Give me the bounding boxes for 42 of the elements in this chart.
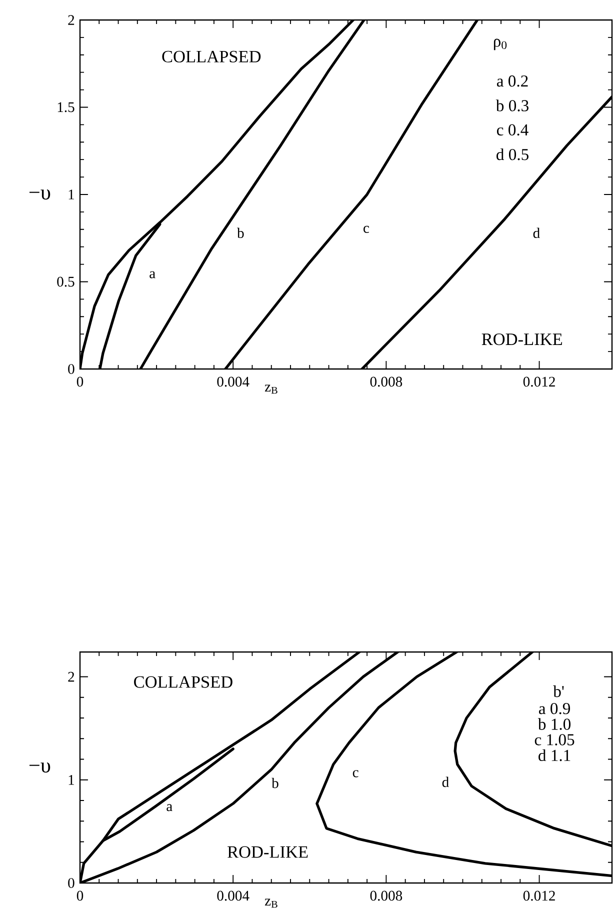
annotation: b 1.0 — [538, 718, 571, 730]
annotation: c 0.4 — [497, 124, 528, 136]
annotation: d 0.5 — [496, 148, 528, 160]
x-tick-label: 0 — [76, 376, 84, 387]
y-tick-label: 1.5 — [58, 102, 74, 112]
annotation: ROD-LIKE — [482, 334, 562, 346]
x-tick-label: 0.004 — [217, 376, 250, 387]
x-axis-title: z$_{B}$ — [264, 898, 278, 908]
x-axis-title: z$_{B}$ — [264, 384, 278, 394]
series-label: a — [166, 804, 172, 812]
annotation: COLLAPSED — [134, 676, 232, 688]
annotation: a 0.9 — [538, 702, 570, 714]
y-tick-label: 1 — [68, 190, 74, 200]
x-tick-label: 0.012 — [523, 376, 555, 387]
y-tick-label: 2 — [68, 672, 74, 682]
y-tick-label: 2 — [68, 15, 74, 25]
series-label: b — [237, 228, 244, 238]
annotation: b 0.3 — [496, 100, 528, 112]
y-axis-title: −υ — [30, 762, 50, 773]
y-tick-label: 0 — [68, 364, 74, 374]
annotation: ROD-LIKE — [228, 846, 308, 858]
annotation: b' — [553, 685, 564, 698]
series-label: d — [442, 776, 449, 788]
x-tick-label: 0.008 — [370, 376, 402, 387]
x-tick-label: 0 — [76, 890, 84, 901]
x-tick-label: 0.012 — [523, 890, 555, 901]
annotation: d 1.1 — [538, 749, 570, 762]
series-label: a — [150, 271, 156, 278]
y-axis-title: −υ — [30, 189, 50, 200]
annotation: a 0.2 — [496, 75, 528, 87]
y-tick-label: 1 — [68, 775, 74, 785]
x-tick-label: 0.004 — [217, 890, 250, 901]
x-tick-label: 0.008 — [370, 890, 402, 901]
series-label: b — [272, 778, 278, 788]
y-tick-label: 0.5 — [57, 276, 74, 287]
annotation: c 1.05 — [534, 734, 574, 746]
series-label: c — [364, 226, 370, 233]
series-label: c — [352, 770, 358, 778]
annotation: COLLAPSED — [162, 50, 261, 62]
y-tick-label: 0 — [68, 878, 74, 888]
series-label: d — [533, 228, 540, 238]
annotation: ρ$_{0}$ — [494, 38, 507, 50]
